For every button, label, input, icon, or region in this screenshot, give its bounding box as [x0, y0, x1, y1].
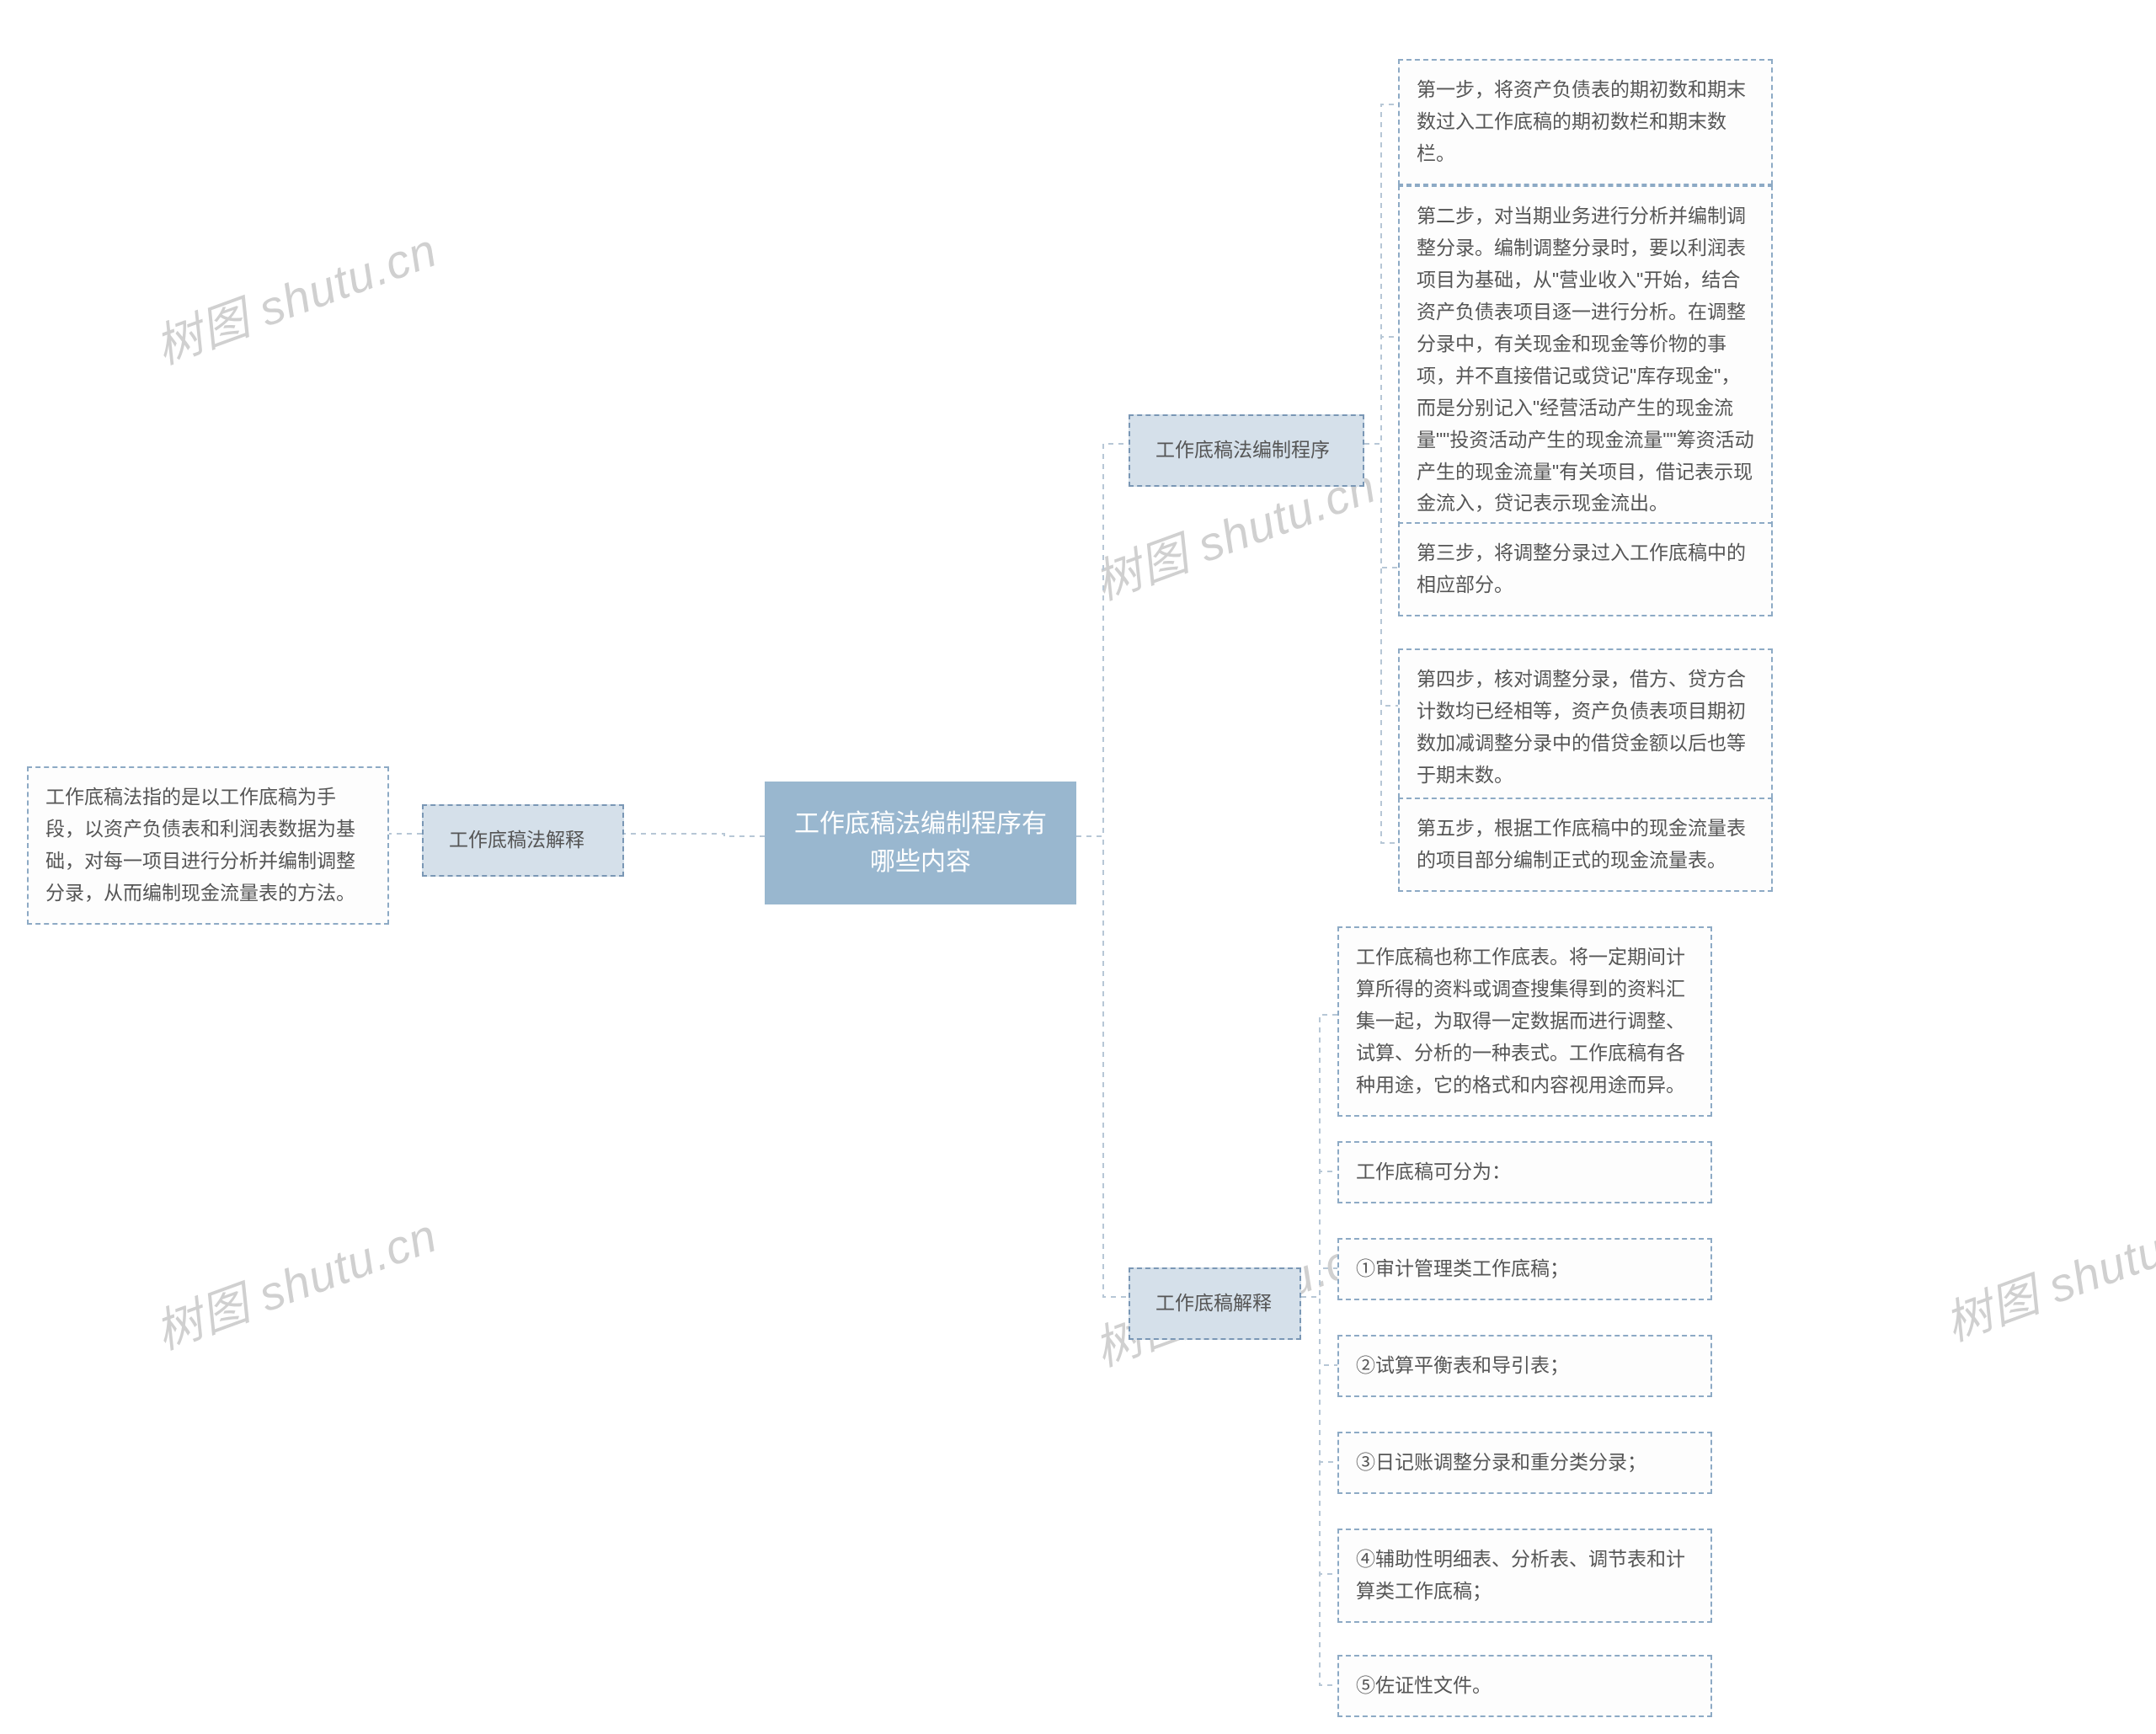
central-node: 工作底稿法编制程序有哪些内容 [765, 782, 1076, 904]
branch-right2-leaf: ②试算平衡表和导引表； [1337, 1335, 1712, 1397]
watermark: 树图 shutu.cn [1935, 1190, 2156, 1355]
node-text: 第三步，将调整分录过入工作底稿中的相应部分。 [1417, 542, 1746, 595]
branch-right1-leaf: 第三步，将调整分录过入工作底稿中的相应部分。 [1398, 522, 1773, 616]
diagram-canvas: 树图 shutu.cn 树图 shutu.cn 树图 shutu.cn 树图 s… [0, 0, 2156, 1734]
branch-right1-label: 工作底稿法编制程序 [1129, 414, 1364, 487]
node-text: 工作底稿解释 [1155, 1292, 1272, 1314]
branch-right2-leaf: ③日记账调整分录和重分类分录； [1337, 1432, 1712, 1494]
branch-right2-leaf: ④辅助性明细表、分析表、调节表和计算类工作底稿； [1337, 1529, 1712, 1623]
watermark: 树图 shutu.cn [145, 1198, 446, 1363]
node-text: ④辅助性明细表、分析表、调节表和计算类工作底稿； [1356, 1548, 1685, 1602]
branch-right1-leaf: 第四步，核对调整分录，借方、贷方合计数均已经相等，资产负债表项目期初数加减调整分… [1398, 648, 1773, 807]
branch-right2-leaf: ⑤佐证性文件。 [1337, 1655, 1712, 1717]
node-text: ②试算平衡表和导引表； [1356, 1354, 1569, 1376]
node-text: 工作底稿也称工作底表。将一定期间计算所得的资料或调查搜集得到的资料汇集一起，为取… [1356, 946, 1685, 1096]
branch-right2-leaf: 工作底稿也称工作底表。将一定期间计算所得的资料或调查搜集得到的资料汇集一起，为取… [1337, 926, 1712, 1117]
node-text: 第五步，根据工作底稿中的现金流量表的项目部分编制正式的现金流量表。 [1417, 817, 1746, 871]
branch-right2-leaf: 工作底稿可分为： [1337, 1141, 1712, 1203]
branch-right1-leaf: 第二步，对当期业务进行分析并编制调整分录。编制调整分录时，要以利润表项目为基础，… [1398, 185, 1773, 535]
branch-left-label: 工作底稿法解释 [422, 804, 624, 877]
watermark: 树图 shutu.cn [145, 213, 446, 378]
node-text: 工作底稿法解释 [449, 829, 584, 851]
branch-right1-leaf: 第一步，将资产负债表的期初数和期末数过入工作底稿的期初数栏和期末数栏。 [1398, 59, 1773, 185]
branch-right2-leaf: ①审计管理类工作底稿； [1337, 1238, 1712, 1300]
node-text: ①审计管理类工作底稿； [1356, 1257, 1569, 1279]
branch-right1-leaf: 第五步，根据工作底稿中的现金流量表的项目部分编制正式的现金流量表。 [1398, 798, 1773, 892]
node-text: 工作底稿法编制程序 [1155, 439, 1330, 461]
branch-left-leaf: 工作底稿法指的是以工作底稿为手段，以资产负债表和利润表数据为基础，对每一项目进行… [27, 766, 389, 925]
node-text: 工作底稿可分为： [1356, 1160, 1511, 1182]
node-text: 第二步，对当期业务进行分析并编制调整分录。编制调整分录时，要以利润表项目为基础，… [1417, 205, 1754, 514]
node-text: ③日记账调整分录和重分类分录； [1356, 1451, 1646, 1473]
node-text: 第一步，将资产负债表的期初数和期末数过入工作底稿的期初数栏和期末数栏。 [1417, 78, 1746, 164]
branch-right2-label: 工作底稿解释 [1129, 1267, 1301, 1340]
central-text: 工作底稿法编制程序有哪些内容 [794, 810, 1047, 876]
node-text: 第四步，核对调整分录，借方、贷方合计数均已经相等，资产负债表项目期初数加减调整分… [1417, 668, 1746, 786]
node-text: ⑤佐证性文件。 [1356, 1674, 1492, 1696]
node-text: 工作底稿法指的是以工作底稿为手段，以资产负债表和利润表数据为基础，对每一项目进行… [45, 786, 355, 904]
